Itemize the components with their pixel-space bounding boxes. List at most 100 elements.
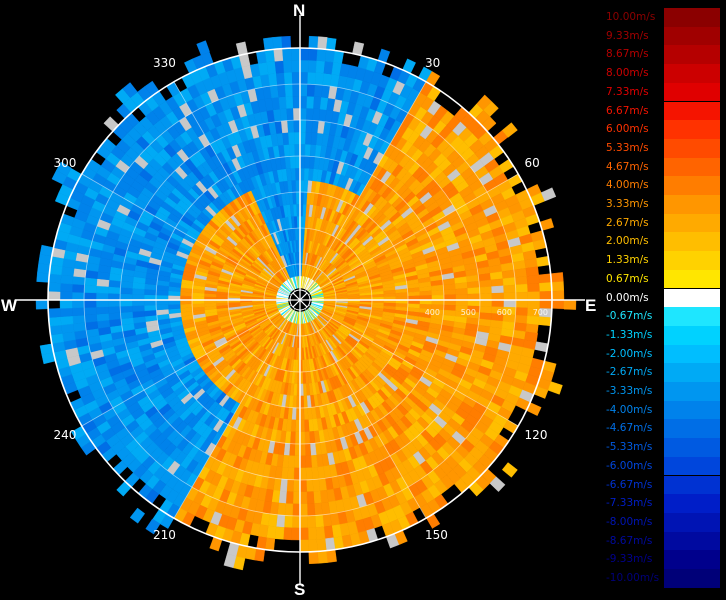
velocity-cell [61, 323, 75, 334]
velocity-cell [293, 455, 301, 469]
velocity-cell [299, 467, 307, 481]
legend-swatch [664, 550, 720, 569]
range-label: 500 [461, 308, 476, 317]
legend-entry: 4.00m/s [606, 176, 722, 195]
velocity-cell [275, 72, 286, 86]
velocity-cell [278, 96, 287, 110]
legend-label: -4.67m/s [606, 422, 653, 435]
velocity-cell [299, 155, 306, 169]
legend-entry: 0.67m/s [606, 269, 722, 289]
legend-swatch [664, 363, 720, 382]
velocity-cell [547, 381, 563, 395]
velocity-cell [317, 550, 328, 564]
velocity-cell [308, 551, 319, 565]
bearing-label: 240 [53, 428, 77, 442]
velocity-cell [326, 37, 337, 51]
velocity-cell [293, 107, 301, 121]
velocity-cell [275, 514, 286, 528]
bearing-label: 60 [524, 156, 540, 170]
velocity-cell [527, 291, 541, 301]
velocity-cell [131, 299, 145, 307]
velocity-cell [316, 48, 327, 62]
velocity-cell [266, 61, 277, 75]
velocity-cell [551, 308, 565, 319]
velocity-cell [466, 280, 480, 289]
legend-swatch [664, 512, 720, 532]
velocity-cell [292, 191, 297, 205]
velocity-cell [291, 71, 301, 85]
velocity-cell [96, 319, 111, 329]
velocity-cell [268, 72, 278, 87]
velocity-cell [179, 303, 193, 309]
velocity-cell [311, 466, 320, 480]
velocity-cell [131, 293, 145, 301]
velocity-cell [292, 95, 301, 109]
velocity-cell [143, 299, 157, 306]
velocity-cell [299, 95, 308, 109]
velocity-cell [306, 491, 315, 505]
legend-label: 2.67m/s [606, 216, 649, 229]
legend-label: 2.00m/s [606, 235, 649, 248]
velocity-cell [167, 303, 181, 310]
velocity-cell [319, 489, 329, 504]
velocity-cell [455, 299, 469, 307]
velocity-cell [313, 502, 323, 516]
legend-swatch [664, 120, 720, 139]
velocity-cell [503, 292, 517, 301]
velocity-cell [407, 291, 421, 297]
velocity-cell [299, 431, 306, 445]
legend-label: 10.00m/s [606, 11, 656, 23]
velocity-cell [37, 263, 51, 274]
legend-entry: 8.67m/s [606, 45, 722, 65]
velocity-cell [538, 273, 552, 284]
velocity-cell [59, 299, 73, 309]
legend-entry: -10.00m/s [606, 569, 722, 588]
legend-label: -4.00m/s [606, 403, 653, 416]
legend-entry: 0.00m/s [606, 288, 722, 308]
velocity-cell [282, 132, 290, 146]
velocity-cell [306, 503, 316, 517]
velocity-cell [503, 284, 517, 294]
velocity-cell [491, 285, 505, 294]
legend-swatch [664, 288, 720, 308]
velocity-cell [293, 119, 301, 133]
radar-center-icon [289, 289, 311, 311]
velocity-cell [293, 467, 301, 481]
velocity-cell [47, 282, 61, 292]
velocity-cell [291, 59, 301, 73]
legend-swatch [664, 438, 720, 457]
velocity-cell [119, 287, 133, 295]
compass-east: E [585, 296, 597, 315]
velocity-cell [513, 268, 528, 278]
velocity-cell [501, 462, 518, 478]
legend-label: -0.67m/s [606, 310, 653, 323]
velocity-cell [47, 308, 61, 318]
compass-west: W [1, 296, 18, 315]
bearing-label: 210 [153, 527, 176, 542]
velocity-cell [84, 321, 99, 331]
velocity-cell [279, 108, 288, 122]
legend-entry: 3.33m/s [606, 195, 722, 214]
velocity-cell [95, 292, 109, 301]
legend-entry: 6.00m/s [606, 120, 722, 139]
velocity-cell [515, 283, 529, 293]
velocity-cell [290, 167, 297, 181]
velocity-cell [308, 47, 318, 61]
velocity-cell [283, 515, 293, 529]
velocity-cell [273, 48, 284, 62]
legend-label: 0.67m/s [606, 272, 649, 285]
velocity-cell [274, 60, 285, 74]
velocity-cell [293, 131, 301, 145]
velocity-cell [48, 316, 62, 327]
velocity-cell [299, 47, 310, 61]
velocity-cell [299, 503, 308, 517]
velocity-cell [143, 294, 157, 301]
velocity-cell [327, 25, 339, 39]
velocity-cell [489, 271, 504, 281]
legend-entry: -2.00m/s [606, 344, 722, 364]
color-legend: 10.00m/s 9.33m/s 8.67m/s 8.00m/s 7.33m/s 6.67… [606, 8, 722, 592]
legend-label: -6.67m/s [606, 478, 653, 491]
velocity-cell [306, 479, 314, 493]
legend-swatch [664, 344, 720, 364]
velocity-cell [467, 299, 481, 307]
